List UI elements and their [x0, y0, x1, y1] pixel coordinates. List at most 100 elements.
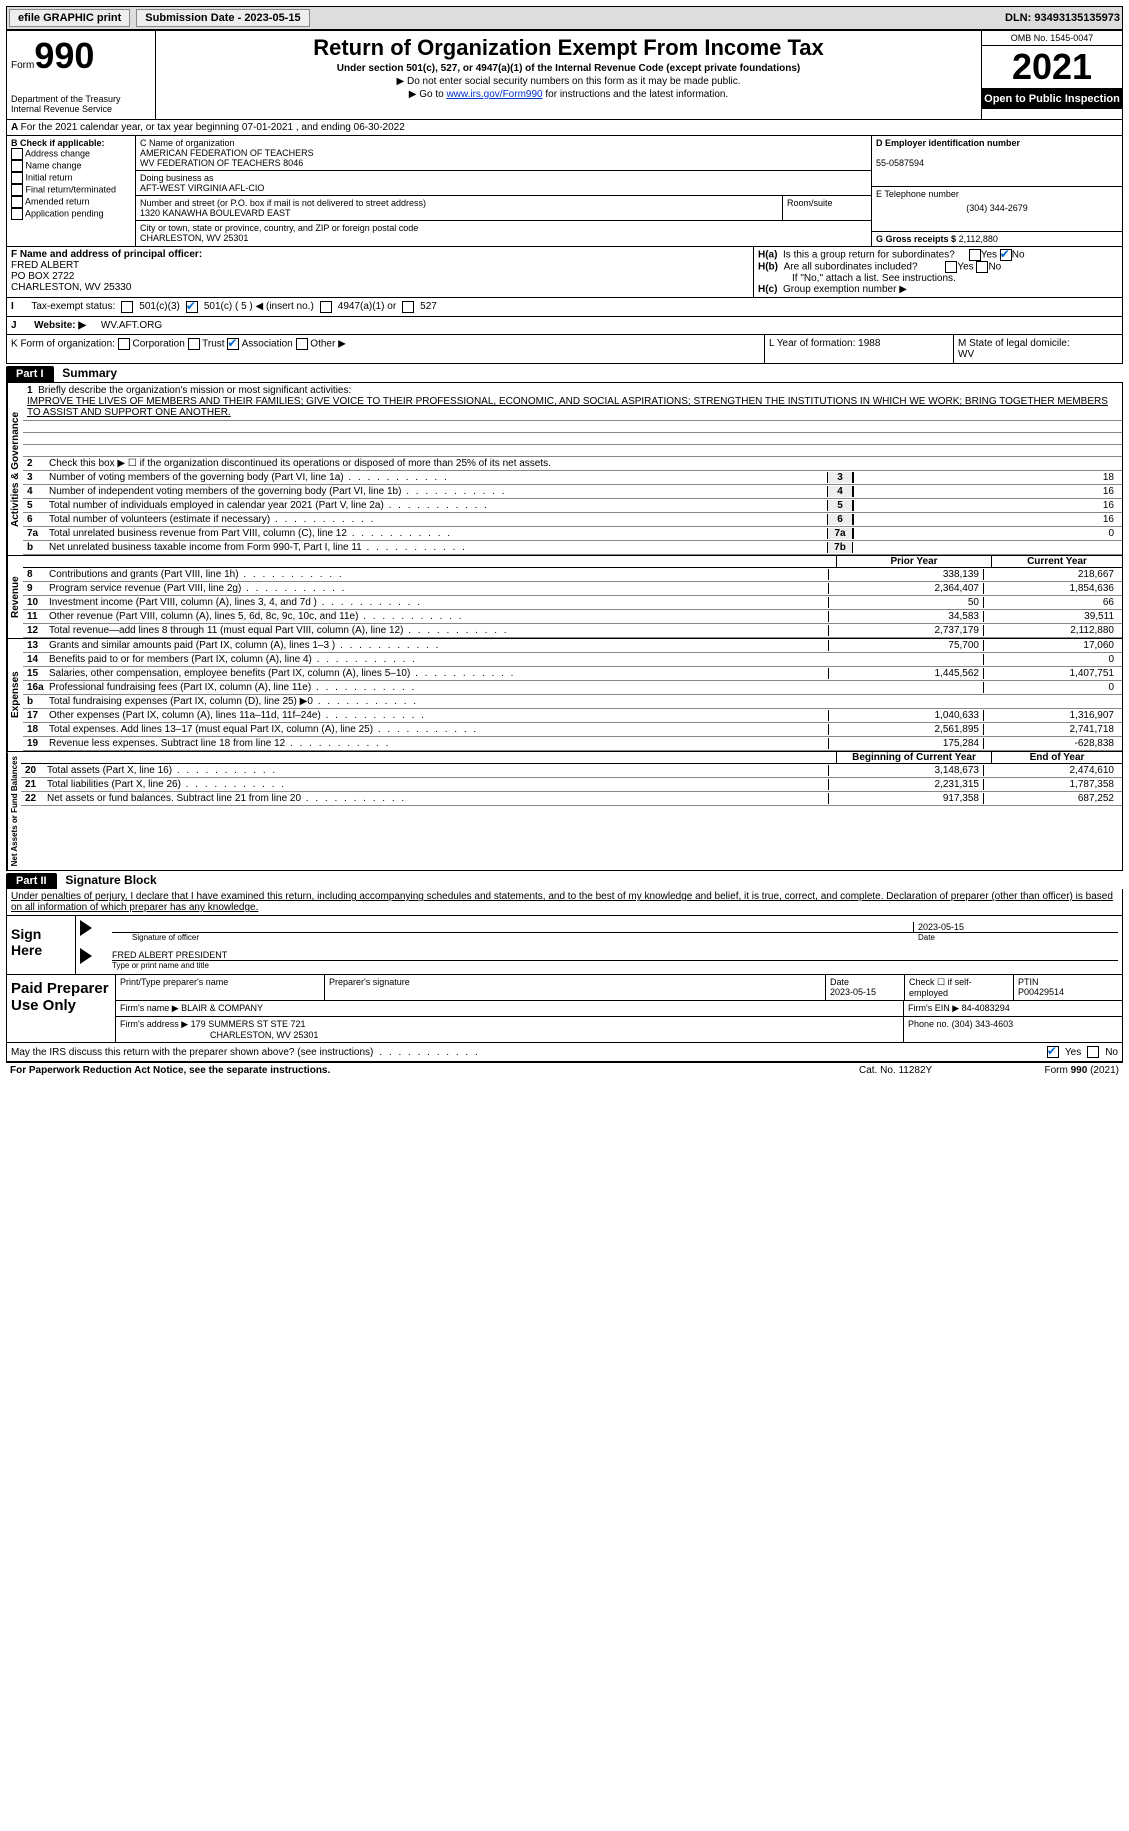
row-i: I Tax-exempt status: 501(c)(3) 501(c) ( … [6, 298, 1123, 317]
paid-preparer-block: Paid Preparer Use Only Print/Type prepar… [6, 975, 1123, 1043]
row-klm: K Form of organization: Corporation Trus… [6, 335, 1123, 364]
declaration-text: Under penalties of perjury, I declare th… [6, 889, 1123, 916]
data-row: 8 Contributions and grants (Part VIII, l… [23, 568, 1122, 582]
end-year-hdr: End of Year [991, 752, 1122, 763]
firm-phone-lbl: Phone no. [908, 1019, 949, 1029]
room-label: Room/suite [783, 196, 871, 220]
data-row: 17 Other expenses (Part IX, column (A), … [23, 709, 1122, 723]
prep-date-val: 2023-05-15 [830, 987, 876, 997]
top-bar: efile GRAPHIC print Submission Date - 20… [6, 6, 1123, 30]
org-name-2: WV FEDERATION OF TEACHERS 8046 [140, 158, 303, 168]
data-row: 21 Total liabilities (Part X, line 26) 2… [21, 778, 1122, 792]
firm-ein-lbl: Firm's EIN ▶ [908, 1003, 959, 1013]
hc-label: H(c) [758, 284, 777, 295]
data-row: 11 Other revenue (Part VIII, column (A),… [23, 610, 1122, 624]
discuss-question: May the IRS discuss this return with the… [11, 1047, 373, 1058]
ein-label: D Employer identification number [876, 138, 1020, 148]
officer-name: FRED ALBERT [11, 260, 79, 271]
i-4947: 4947(a)(1) or [338, 301, 396, 312]
b-final: Final return/terminated [26, 184, 117, 194]
data-row: 22 Net assets or fund balances. Subtract… [21, 792, 1122, 806]
officer-addr: PO BOX 2722 [11, 271, 74, 282]
i-501c: 501(c) ( 5 ) ◀ (insert no.) [204, 301, 314, 312]
ha-yes: Yes [981, 249, 997, 260]
part2-header: Part II [6, 873, 57, 889]
phone-label: E Telephone number [876, 189, 959, 199]
row-j: J Website: ▶ WV.AFT.ORG [6, 317, 1123, 335]
ptin-lbl: PTIN [1018, 977, 1039, 987]
part1-header: Part I [6, 366, 54, 382]
irs-link[interactable]: www.irs.gov/Form990 [446, 89, 542, 100]
k-assoc: Association [242, 338, 293, 349]
b-address-change: Address change [25, 148, 90, 158]
row-a: A For the 2021 calendar year, or tax yea… [6, 120, 1123, 136]
paperwork-notice: For Paperwork Reduction Act Notice, see … [10, 1065, 859, 1076]
summary-expenses: Expenses 13 Grants and similar amounts p… [6, 639, 1123, 752]
part1-title: Summary [62, 366, 117, 380]
instruction-line-2: ▶ Go to www.irs.gov/Form990 for instruct… [162, 89, 975, 100]
discuss-yes: Yes [1065, 1047, 1081, 1058]
form-ref: Form 990 (2021) [979, 1065, 1119, 1076]
tax-year-range: For the 2021 calendar year, or tax year … [21, 122, 405, 133]
side-expenses: Expenses [7, 639, 23, 751]
i-501c3: 501(c)(3) [139, 301, 180, 312]
gov-row: b Net unrelated business taxable income … [23, 541, 1122, 555]
footer: For Paperwork Reduction Act Notice, see … [6, 1062, 1123, 1078]
phone-value: (304) 344-2679 [876, 203, 1118, 213]
omb-number: OMB No. 1545-0047 [982, 31, 1122, 46]
hc-text: Group exemption number ▶ [783, 284, 907, 295]
b-label: B Check if applicable: [11, 138, 105, 148]
side-governance: Activities & Governance [7, 383, 23, 555]
city-label: City or town, state or province, country… [140, 223, 418, 233]
f-label: F Name and address of principal officer: [11, 249, 202, 260]
open-to-public: Open to Public Inspection [982, 89, 1122, 109]
city-value: CHARLESTON, WV 25301 [140, 233, 248, 243]
data-row: 13 Grants and similar amounts paid (Part… [23, 639, 1122, 653]
cat-no: Cat. No. 11282Y [859, 1065, 979, 1076]
col-c: C Name of organization AMERICAN FEDERATI… [136, 136, 872, 246]
submission-date: Submission Date - 2023-05-15 [136, 9, 309, 27]
street-value: 1320 KANAWHA BOULEVARD EAST [140, 208, 291, 218]
ha-label: H(a) [758, 249, 777, 260]
col-b: B Check if applicable: Address change Na… [7, 136, 136, 246]
org-name-1: AMERICAN FEDERATION OF TEACHERS [140, 148, 314, 158]
hb-label: H(b) [758, 261, 778, 272]
data-row: 9 Program service revenue (Part VIII, li… [23, 582, 1122, 596]
data-row: 10 Investment income (Part VIII, column … [23, 596, 1122, 610]
gross-value: 2,112,880 [959, 234, 998, 244]
summary-governance: Activities & Governance 1 Briefly descri… [6, 382, 1123, 556]
begin-year-hdr: Beginning of Current Year [836, 752, 991, 763]
tax-status-label: Tax-exempt status: [31, 301, 115, 312]
gov-row: 5 Total number of individuals employed i… [23, 499, 1122, 513]
mission-text: IMPROVE THE LIVES OF MEMBERS AND THEIR F… [27, 396, 1108, 418]
efile-label: efile GRAPHIC print [9, 9, 130, 27]
hb-text: Are all subordinates included? [784, 261, 918, 272]
k-label: K Form of organization: [11, 338, 115, 349]
website-label: Website: ▶ [34, 320, 86, 331]
b-pending: Application pending [25, 208, 104, 218]
data-row: 14 Benefits paid to or for members (Part… [23, 653, 1122, 667]
k-trust: Trust [202, 338, 224, 349]
ha-no: No [1012, 249, 1025, 260]
data-row: b Total fundraising expenses (Part IX, c… [23, 695, 1122, 709]
firm-phone-val: (304) 343-4603 [952, 1019, 1014, 1029]
l-value: 1988 [858, 338, 880, 349]
m-label: M State of legal domicile: [958, 338, 1070, 349]
triangle-icon [80, 920, 92, 936]
side-netassets: Net Assets or Fund Balances [7, 752, 21, 870]
b-name-change: Name change [26, 160, 82, 170]
triangle-icon-2 [80, 948, 92, 964]
discuss-no: No [1105, 1047, 1118, 1058]
firm-addr-lbl: Firm's address ▶ [120, 1019, 188, 1029]
sign-here-block: Sign Here 2023-05-15 Signature of office… [6, 916, 1123, 975]
gov-row: 6 Total number of volunteers (estimate i… [23, 513, 1122, 527]
i-527: 527 [420, 301, 437, 312]
discuss-row: May the IRS discuss this return with the… [6, 1043, 1123, 1062]
tax-year: 2021 [982, 46, 1122, 89]
data-row: 18 Total expenses. Add lines 13–17 (must… [23, 723, 1122, 737]
sig-date-value: 2023-05-15 [913, 922, 1118, 932]
firm-name-val: BLAIR & COMPANY [181, 1003, 263, 1013]
hb-note: If "No," attach a list. See instructions… [758, 273, 1118, 284]
goto-prefix: ▶ Go to [409, 89, 447, 100]
data-row: 20 Total assets (Part X, line 16) 3,148,… [21, 764, 1122, 778]
